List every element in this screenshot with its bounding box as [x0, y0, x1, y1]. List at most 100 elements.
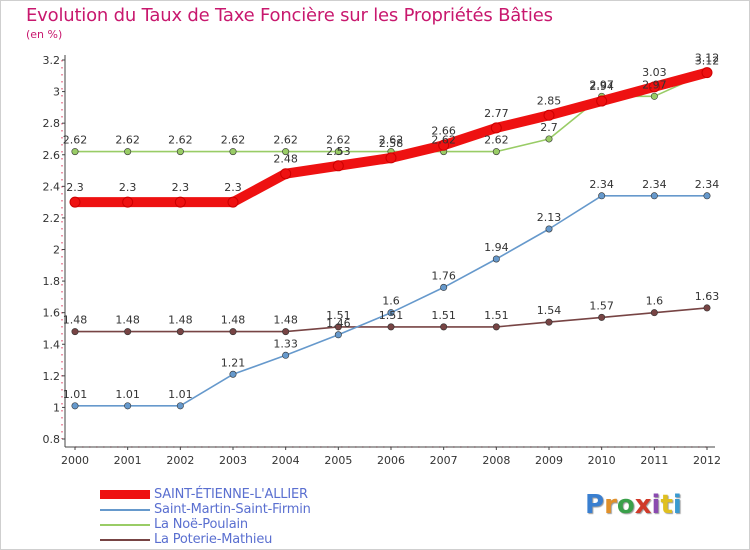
data-point: [543, 109, 555, 121]
x-tick-label: 2008: [482, 454, 510, 467]
data-label: 1.76: [431, 269, 456, 282]
data-point: [176, 328, 184, 336]
data-point: [227, 196, 239, 208]
data-label: 1.48: [168, 314, 193, 327]
data-label: 2.7: [540, 121, 558, 134]
series-layer: [69, 67, 713, 410]
data-point: [648, 81, 660, 93]
data-point: [124, 148, 132, 156]
data-label: 2.62: [431, 134, 456, 147]
data-label: 2.58: [379, 137, 404, 150]
y-tick-label: 1.4: [43, 338, 61, 351]
data-point: [545, 225, 553, 233]
data-point: [332, 160, 344, 172]
data-label: 3.03: [642, 66, 667, 79]
y-tick-label: 2.8: [43, 117, 61, 130]
data-label: 2.66: [431, 124, 456, 137]
data-point: [703, 304, 711, 312]
data-point: [122, 196, 134, 208]
data-label: 2.94: [589, 80, 614, 93]
data-point: [490, 122, 502, 134]
data-label: 1.46: [326, 317, 351, 330]
y-tick-label: 1: [53, 401, 60, 414]
data-label: 1.01: [63, 388, 88, 401]
data-point: [598, 313, 606, 321]
data-label: 1.54: [537, 304, 562, 317]
data-point: [387, 309, 395, 317]
logo-letter: i: [672, 490, 682, 520]
data-label: 1.6: [382, 295, 400, 308]
data-point: [492, 148, 500, 156]
unit-label: (en %): [26, 28, 63, 41]
data-point: [334, 323, 342, 331]
data-label: 2.3: [119, 181, 137, 194]
data-point: [703, 192, 711, 200]
data-point: [124, 328, 132, 336]
data-point: [334, 148, 342, 156]
data-label: 2.34: [589, 178, 614, 191]
data-label: 1.51: [379, 309, 404, 322]
data-label: 3.12: [695, 55, 720, 68]
data-label: 2.62: [379, 134, 404, 147]
logo-letter: x: [634, 490, 652, 520]
data-point: [176, 148, 184, 156]
data-label: 2.85: [537, 94, 562, 107]
data-point: [334, 331, 342, 339]
data-point: [280, 168, 292, 180]
x-tick-label: 2007: [430, 454, 458, 467]
data-label: 2.62: [168, 134, 193, 147]
data-point: [282, 148, 290, 156]
data-label: 2.34: [695, 178, 720, 191]
y-tick-label: 2.4: [43, 180, 61, 193]
series-1: [71, 192, 711, 410]
x-tick-label: 2011: [640, 454, 668, 467]
legend-label: SAINT-ÉTIENNE-L'ALLIER: [154, 487, 308, 502]
data-point: [598, 192, 606, 200]
x-tick-label: 2010: [588, 454, 616, 467]
data-point: [229, 148, 237, 156]
data-point: [229, 328, 237, 336]
data-label: 2.53: [326, 145, 351, 158]
legend-swatch: [100, 523, 150, 526]
series-0: [69, 67, 713, 208]
data-point: [71, 328, 79, 336]
data-label: 1.51: [326, 309, 351, 322]
y-tick-label: 3.2: [43, 54, 61, 67]
data-label: 1.48: [273, 314, 298, 327]
data-label: 2.3: [224, 181, 242, 194]
series-3: [71, 304, 711, 336]
data-label: 2.62: [326, 134, 351, 147]
data-label: 2.97: [589, 78, 614, 91]
y-tick-label: 1.8: [43, 275, 61, 288]
logo-letter: P: [585, 490, 605, 520]
data-point: [124, 402, 132, 410]
data-label: 2.62: [484, 134, 509, 147]
y-tick-label: 1.6: [43, 307, 61, 320]
legend-label: Saint-Martin-Saint-Firmin: [154, 502, 311, 517]
x-tick-label: 2009: [535, 454, 563, 467]
data-label: 3.12: [695, 52, 720, 65]
data-point: [650, 192, 658, 200]
proxiti-logo: Proxiti: [585, 490, 682, 520]
data-label: 2.3: [172, 181, 190, 194]
data-label: 1.01: [115, 388, 140, 401]
data-point: [545, 135, 553, 143]
data-point: [282, 351, 290, 359]
x-tick-label: 2001: [114, 454, 142, 467]
y-tick-label: 1.2: [43, 370, 61, 383]
data-label: 1.33: [273, 337, 298, 350]
data-point: [282, 328, 290, 336]
x-tick-label: 2000: [61, 454, 89, 467]
x-tick-label: 2012: [693, 454, 721, 467]
data-point: [545, 318, 553, 326]
data-label: 1.01: [168, 388, 193, 401]
data-label: 1.51: [431, 309, 456, 322]
legend-label: La Poterie-Mathieu: [154, 532, 273, 547]
data-point: [385, 152, 397, 164]
data-label: 2.77: [484, 107, 509, 120]
y-tick-label: 2.6: [43, 149, 61, 162]
data-point: [492, 323, 500, 331]
legend-swatch: [100, 508, 150, 511]
x-tick-label: 2004: [272, 454, 300, 467]
